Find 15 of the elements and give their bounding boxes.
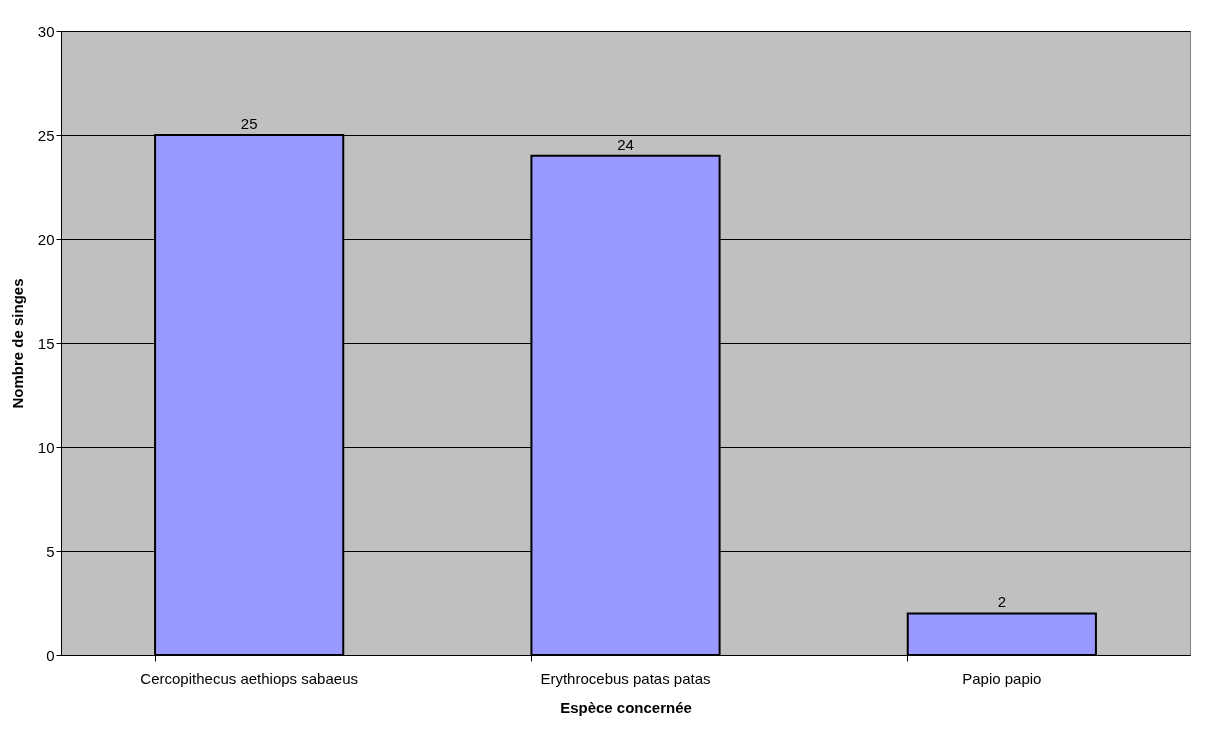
y-tick-label: 0 <box>46 646 55 664</box>
data-label: 2 <box>997 593 1007 611</box>
y-tick-label: 10 <box>37 438 55 456</box>
y-tick-label: 20 <box>37 230 55 248</box>
data-label: 25 <box>240 115 258 132</box>
x-tick-label: Cercopithecus aethiops sabaeus <box>140 669 358 687</box>
x-axis-title: Espèce concernée <box>560 698 692 716</box>
x-tick-label: Papio papio <box>962 669 1042 687</box>
y-tick-label: 30 <box>37 22 55 40</box>
y-tick-label: 5 <box>46 542 55 560</box>
y-tick-label: 25 <box>37 126 55 144</box>
y-tick-label: 15 <box>37 334 55 352</box>
y-axis-title: Nombre de singes <box>8 278 26 409</box>
x-tick-label: Erythrocebus patas patas <box>540 669 711 687</box>
data-label: 24 <box>617 135 634 153</box>
